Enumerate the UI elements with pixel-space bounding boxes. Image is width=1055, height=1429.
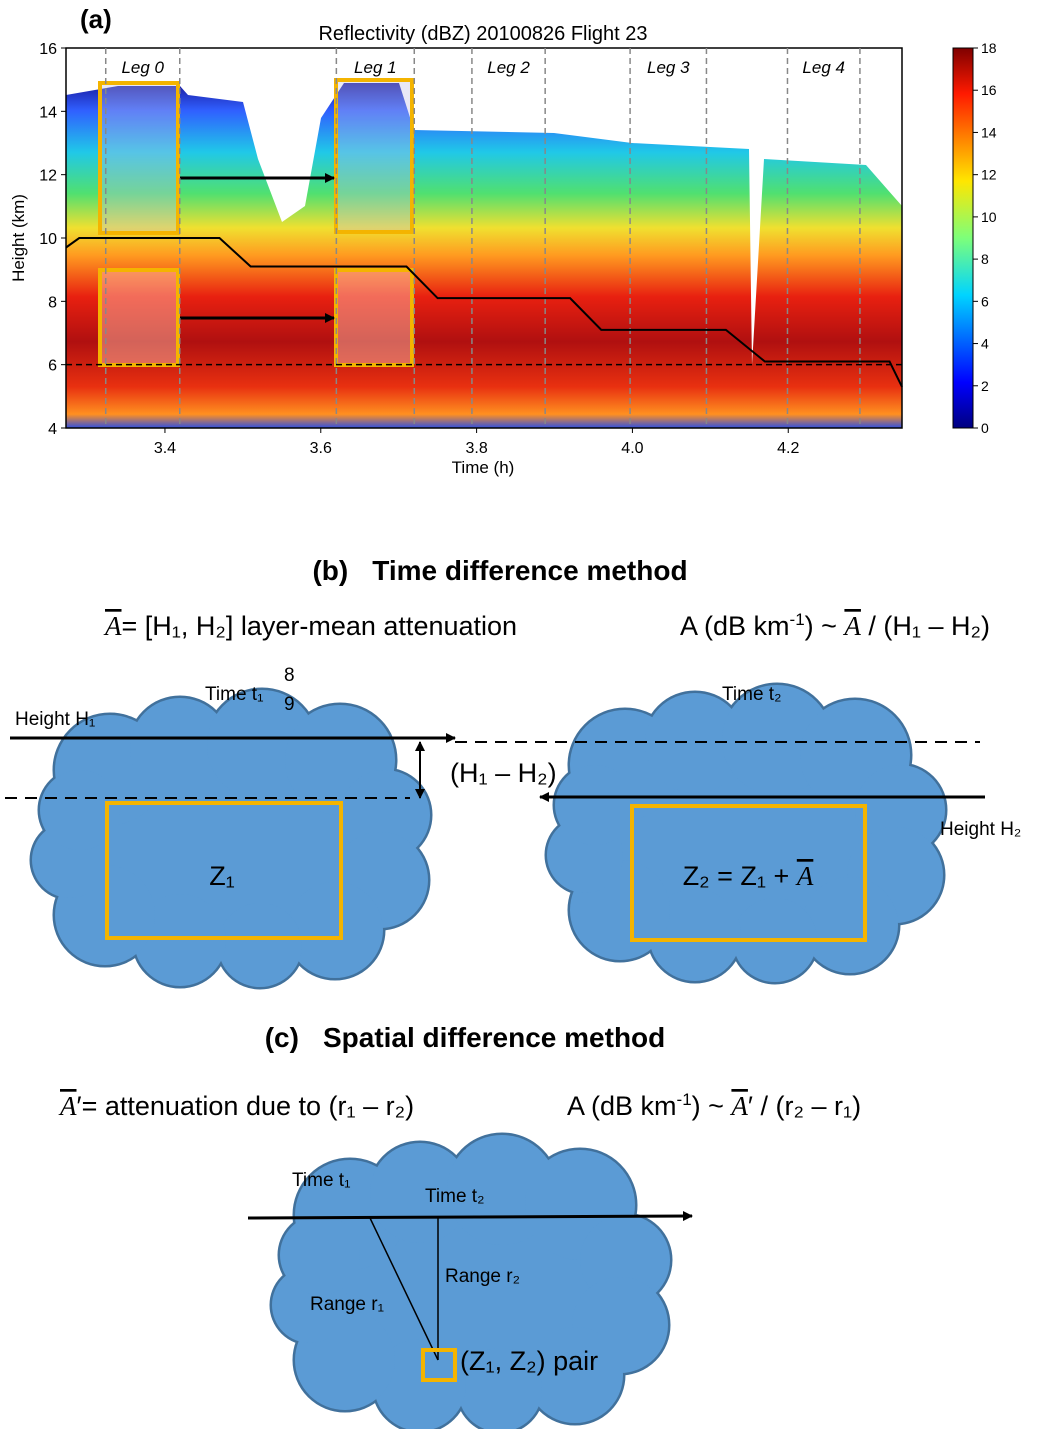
label: (H₁ – H₂) [450, 758, 557, 788]
box-lower [98, 268, 180, 367]
leg-label: Leg 0 [121, 58, 164, 77]
label: Height H₁ [15, 709, 95, 730]
panel-heading: (c) Spatial difference method [265, 1022, 666, 1053]
cloud [32, 690, 430, 987]
colorbar-tick-label: 12 [981, 167, 997, 183]
equation: A (dB km-1) ~ A′ / (r₂ – r₁) [567, 1090, 861, 1121]
panel-c: (c) Spatial difference method A′= attenua… [58, 1022, 861, 1429]
panel-title: Time difference method [372, 555, 687, 586]
colorbar-tick-label: 10 [981, 209, 997, 225]
label: Z₂ = Z₁ + A [683, 861, 814, 891]
x-axis-label: Time (h) [452, 458, 515, 477]
panel-label: (a) [80, 4, 112, 34]
equation: A (dB km-1) ~ A / (H₁ – H₂) [680, 610, 990, 641]
y-tick-label: 16 [39, 41, 57, 58]
leg-label: Leg 2 [487, 58, 530, 77]
y-axis-label: Height (km) [9, 194, 28, 282]
equation: A′= attenuation due to (r₁ – r₂) [58, 1091, 414, 1121]
flight-track [247, 1211, 693, 1222]
label: Range r₂ [445, 1266, 520, 1287]
panel-title: Spatial difference method [323, 1022, 665, 1053]
colorbar-tick-label: 8 [981, 251, 989, 267]
equation-text: A (dB km [567, 1091, 677, 1121]
box-upper [98, 81, 180, 235]
equation-text: ′= attenuation due to (r₁ – r₂) [77, 1091, 415, 1121]
x-tick-label: 3.6 [310, 440, 332, 457]
colorbar-tick-label: 2 [981, 378, 989, 394]
x-tick-label: 3.4 [154, 440, 176, 457]
symbol: A [58, 1091, 77, 1121]
label: Time t₁ [205, 684, 263, 705]
chart-title: Reflectivity (dBZ) 20100826 Flight 23 [318, 23, 647, 45]
equation-text: = [H₁, H₂] layer-mean attenuation [122, 611, 518, 641]
y-tick-label: 8 [48, 294, 57, 311]
box-lower [334, 268, 414, 367]
x-tick-label: 3.8 [465, 440, 487, 457]
flight-altitude [65, 237, 903, 388]
y-tick-label: 10 [39, 231, 57, 248]
equation-text: ′ / (r₂ – r₁) [748, 1091, 861, 1121]
label: 9 [284, 694, 295, 715]
label: Height H₂ [940, 819, 1021, 840]
colorbar [952, 47, 974, 429]
symbol: A [729, 1091, 748, 1121]
reflectivity-field [66, 83, 902, 428]
colorbar-tick-label: 4 [981, 336, 989, 352]
x-tick-label: 4.2 [777, 440, 799, 457]
leg-label: Leg 1 [354, 58, 397, 77]
leg-label: Leg 3 [647, 58, 690, 77]
y-tick-label: 4 [48, 421, 57, 438]
panel-a: (a) Reflectivity (dBZ) 20100826 Flight 2… [9, 4, 997, 477]
label-text: Z₂ = Z₁ + [683, 861, 797, 891]
label: Range r₁ [310, 1294, 384, 1315]
equation: A= [H₁, H₂] layer-mean attenuation [103, 611, 517, 641]
sample-box [630, 804, 867, 942]
label: Z₁ [209, 861, 235, 891]
label: Time t₂ [722, 684, 781, 705]
colorbar-tick-label: 6 [981, 293, 989, 309]
box-upper [334, 78, 414, 234]
sample-box [105, 801, 343, 940]
label: 8 [284, 665, 295, 686]
y-tick-label: 12 [39, 168, 57, 185]
superscript: -1 [790, 610, 805, 629]
colorbar-tick-label: 14 [981, 124, 997, 140]
panel-label: (c) [265, 1022, 299, 1053]
symbol: A [103, 611, 122, 641]
sample-box [421, 1348, 457, 1382]
label: Time t₂ [425, 1186, 484, 1207]
leg-label: Leg 4 [802, 58, 845, 77]
cloud [547, 685, 945, 982]
range-line [369, 1217, 439, 1361]
equation-text: / (H₁ – H₂) [861, 611, 990, 641]
y-tick-label: 14 [39, 104, 57, 121]
equation-text: A (dB km [680, 611, 790, 641]
panel-label: (b) [312, 555, 348, 586]
label: Time t₁ [292, 1170, 350, 1191]
colorbar-tick-label: 18 [981, 40, 997, 56]
x-tick-label: 4.0 [621, 440, 643, 457]
symbol: A [795, 861, 814, 891]
label: (Z₁, Z₂) pair [460, 1346, 598, 1376]
colorbar-tick-label: 0 [981, 420, 989, 436]
equation-text: ) ~ [805, 611, 845, 641]
equation-text: ) ~ [692, 1091, 732, 1121]
panel-heading: (b) Time difference method [312, 555, 687, 586]
superscript: -1 [677, 1090, 692, 1109]
symbol: A [842, 611, 861, 641]
colorbar-tick-label: 16 [981, 82, 997, 98]
panel-b: (b) Time difference method A= [H₁, H₂] la… [5, 555, 1021, 987]
y-tick-label: 6 [48, 358, 57, 375]
